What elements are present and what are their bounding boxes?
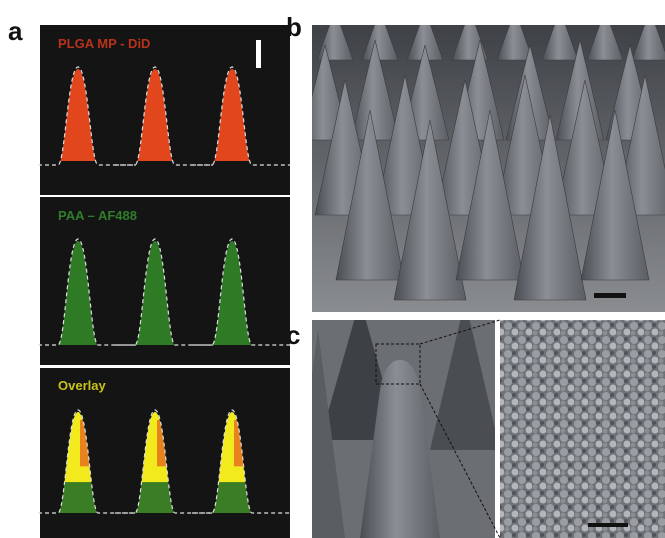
panel-b: [301, 10, 665, 312]
scale-bar: [256, 40, 261, 68]
scale-bar: [588, 523, 628, 527]
panel-a: PLGA MP - DiD PAA – AF488 Overlay: [38, 25, 290, 538]
subpanel-title: PLGA MP - DiD: [58, 36, 150, 51]
panel-c: [290, 300, 665, 538]
subpanel-title: PAA – AF488: [58, 208, 137, 223]
scale-bar: [594, 293, 626, 298]
sem-zoom-image: [500, 320, 665, 538]
figure: a b c PLGA MP - DiD PAA – AF488 Overlay: [0, 0, 665, 538]
panel-label: a: [8, 16, 23, 46]
subpanel-title: Overlay: [58, 378, 106, 393]
